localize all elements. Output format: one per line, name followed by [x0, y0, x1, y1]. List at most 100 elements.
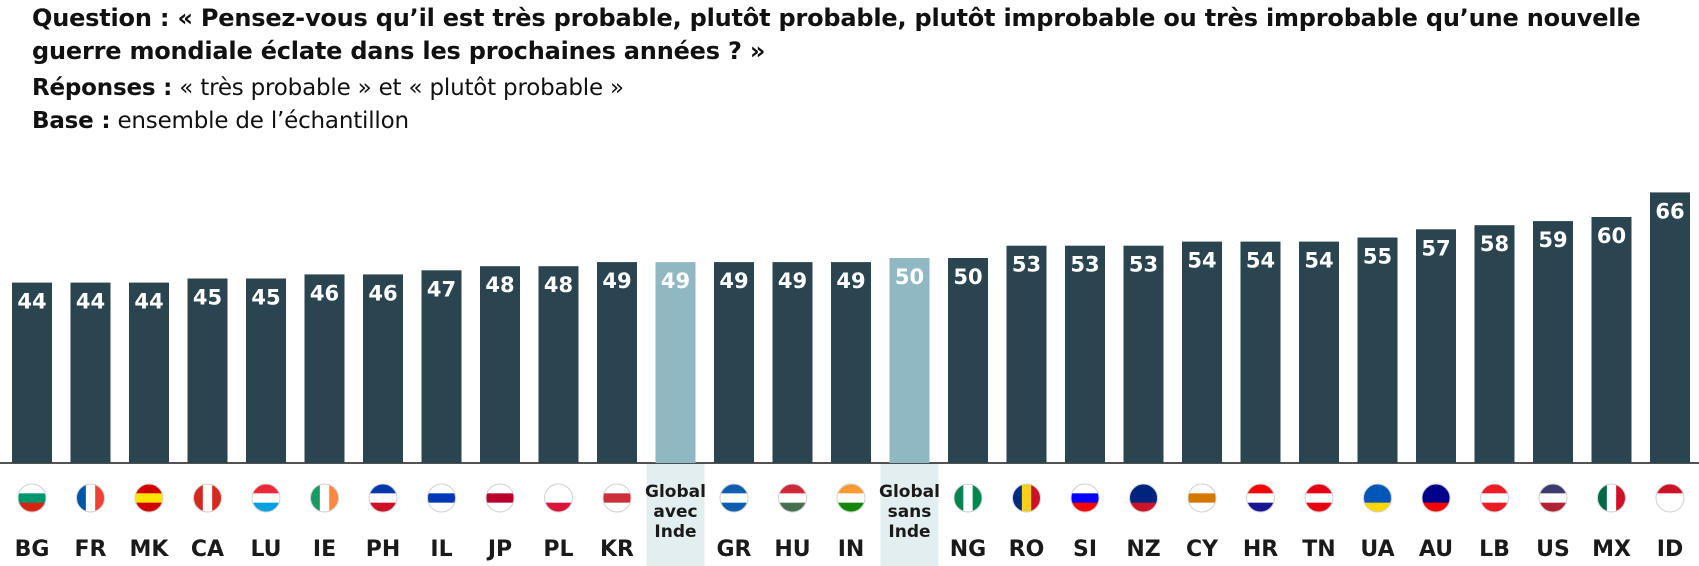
bar-ro: [1006, 245, 1047, 463]
flag-outline: [1538, 483, 1568, 513]
flag-ua-icon: [1363, 484, 1392, 512]
data-label: 53: [1012, 253, 1041, 277]
question-text: « Pensez-vous qu’il est très probable, p…: [32, 4, 1641, 65]
data-label: 54: [1187, 249, 1216, 273]
flag-outline: [1012, 483, 1041, 513]
flag-nz-icon: [1129, 484, 1158, 512]
flag-outline: [778, 483, 807, 513]
tick-label: HR: [1243, 537, 1278, 562]
flag-mk-icon: [135, 484, 163, 512]
base-label: Base :: [32, 108, 111, 134]
tick-label: KR: [600, 537, 634, 562]
data-label: 48: [544, 273, 573, 297]
data-label: 53: [1129, 253, 1158, 277]
bar-ca: [187, 278, 228, 463]
tick-label: UA: [1360, 537, 1394, 562]
base: Base : ensemble de l’échantillon: [32, 103, 1672, 139]
data-label: 60: [1597, 224, 1626, 248]
flag-outline: [1304, 483, 1334, 513]
data-label: 48: [485, 273, 514, 297]
flag-outline: [1187, 483, 1217, 513]
flag-si-icon: [1071, 484, 1099, 512]
tick-label: CA: [191, 537, 224, 562]
flag-au-icon: [1422, 484, 1450, 512]
flag-ca-icon: [193, 484, 222, 512]
flag-ro-icon: [1012, 484, 1041, 512]
flag-outline: [1129, 483, 1158, 513]
bar-fr: [70, 282, 111, 463]
data-label: 59: [1538, 228, 1567, 252]
flag-id-icon: [1656, 484, 1684, 512]
bar-mx: [1591, 217, 1632, 463]
flag-hu-icon: [778, 484, 807, 512]
bar-cy: [1182, 241, 1222, 463]
flag-outline: [1597, 483, 1626, 513]
question-label: Question :: [32, 4, 170, 32]
flag-outline: [1246, 483, 1275, 513]
flag-outline: [719, 483, 749, 513]
tick-label: RO: [1009, 537, 1045, 562]
flag-outline: [17, 483, 47, 513]
tick-label: NZ: [1126, 537, 1160, 562]
flag-tn-icon: [1305, 484, 1333, 512]
data-label: 54: [1304, 249, 1333, 273]
tick-label: MX: [1592, 537, 1631, 562]
data-label: 53: [1070, 253, 1099, 277]
flag-lu-icon: [252, 484, 280, 512]
bar-ng: [948, 258, 988, 463]
bar-gr: [714, 262, 754, 463]
flag-outline: [485, 483, 515, 513]
responses: Réponses : « très probable » et « plutôt…: [32, 70, 1672, 106]
flag-pl-icon: [544, 484, 573, 512]
bar-ph: [363, 274, 403, 463]
flag-gr-icon: [720, 484, 748, 512]
tick-label: Global: [645, 482, 706, 502]
tick-label: CY: [1186, 537, 1219, 562]
bar-tn: [1299, 241, 1339, 463]
flag-cy-icon: [1188, 484, 1216, 512]
flag-bg-icon: [18, 484, 46, 512]
data-label: 58: [1480, 232, 1509, 256]
tick-label: SI: [1073, 537, 1097, 562]
flag-outline: [1480, 483, 1509, 513]
bar-hu: [772, 262, 813, 463]
tick-label: LU: [250, 537, 281, 562]
flag-outline: [193, 483, 222, 513]
bar-global-sans-inde: [889, 258, 930, 463]
bar-si: [1065, 245, 1105, 463]
tick-label: ID: [1657, 537, 1683, 562]
flag-fr-icon: [76, 484, 105, 512]
tick-label: FR: [75, 537, 107, 562]
data-label: 66: [1655, 199, 1684, 223]
tick-label: US: [1536, 537, 1570, 562]
flag-us-icon: [1539, 484, 1567, 512]
global-band: [880, 463, 939, 566]
base-text: ensemble de l’échantillon: [117, 108, 409, 134]
data-label: 49: [602, 269, 631, 293]
flag-il-icon: [427, 484, 456, 512]
bar-us: [1533, 221, 1573, 463]
flag-jp-icon: [486, 484, 514, 512]
bar-pl: [538, 266, 579, 463]
tick-label: sans: [888, 502, 932, 522]
data-label: 49: [719, 269, 748, 293]
flag-outline: [368, 483, 398, 513]
tick-label: GR: [717, 537, 752, 562]
flag-outline: [602, 483, 632, 513]
flag-hr-icon: [1246, 484, 1275, 512]
data-label: 49: [836, 269, 865, 293]
bar-ie: [304, 274, 345, 463]
flag-mx-icon: [1597, 484, 1626, 512]
tick-label: MK: [130, 537, 170, 562]
tick-label: LB: [1479, 537, 1510, 562]
bar-hr: [1240, 241, 1281, 463]
bar-ua: [1357, 237, 1398, 463]
flag-ph-icon: [369, 484, 397, 512]
bar-jp: [480, 266, 520, 463]
data-label: 44: [17, 290, 46, 314]
responses-text: « très probable » et « plutôt probable »: [179, 75, 624, 101]
bar-bg: [12, 282, 52, 463]
data-label: 44: [134, 290, 163, 314]
bar-lu: [246, 278, 286, 463]
data-label: 46: [310, 281, 339, 305]
